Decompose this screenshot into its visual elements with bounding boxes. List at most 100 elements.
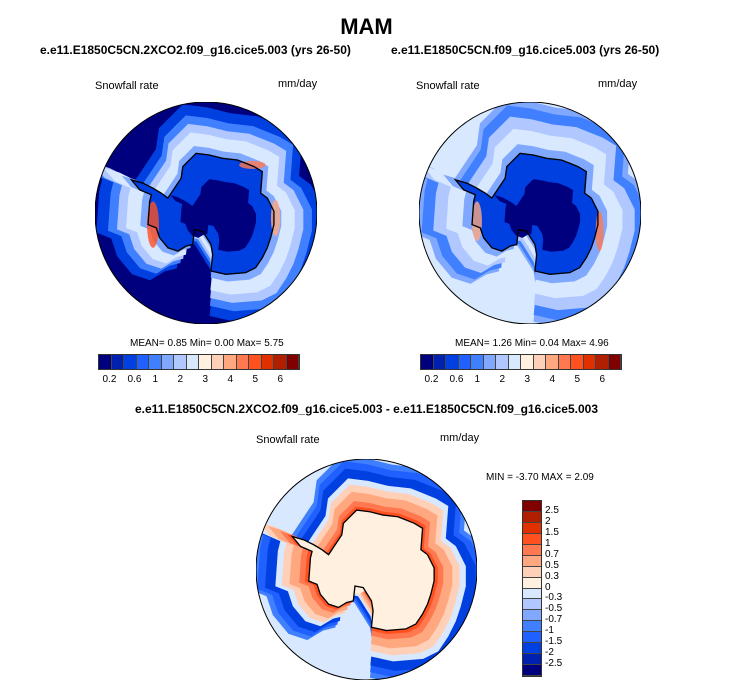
colorbar-tick-label: 0.7	[545, 548, 559, 560]
colorbar-tick-label: 3	[524, 374, 531, 385]
colorbar-swatch	[149, 355, 162, 369]
colorbar-swatch	[523, 632, 541, 644]
colorbar-tick-label: 0	[545, 581, 551, 593]
colorbar-tick-label: 1	[474, 374, 481, 385]
colorbar-tick-label: 5	[574, 374, 581, 385]
colorbar-swatch	[523, 544, 541, 556]
colorbar-tick-label: -2.5	[545, 658, 563, 670]
colorbar-swatch	[523, 621, 541, 633]
panel2-variable-label: Snowfall rate	[416, 80, 480, 92]
panel1-variable-label: Snowfall rate	[95, 80, 159, 92]
panel2-title: e.e11.E1850C5CN.f09_g16.cice5.003 (yrs 2…	[391, 43, 660, 57]
colorbar-tick-label: 1.5	[545, 526, 559, 538]
colorbar-swatch	[249, 355, 262, 369]
colorbar-tick-label: 4	[227, 374, 234, 385]
colorbar-swatch	[124, 355, 137, 369]
panel1-units-label: mm/day	[278, 78, 318, 90]
colorbar-swatch	[286, 355, 299, 369]
colorbar-swatch	[523, 610, 541, 622]
panel2-stats: MEAN= 1.26 Min= 0.04 Max= 4.96	[455, 338, 609, 349]
panel2-units-label: mm/day	[598, 78, 638, 90]
colorbar-panel1	[98, 354, 300, 370]
colorbar-swatch	[174, 355, 187, 369]
coast-high-snowfall	[147, 201, 159, 248]
colorbar-swatch	[523, 555, 541, 567]
map-panel2-snowfall	[419, 102, 641, 324]
colorbar-tick-label: 6	[599, 374, 606, 385]
panel1-title: e.e11.E1850C5CN.2XCO2.f09_g16.cice5.003 …	[40, 43, 351, 57]
colorbar-tick-label: 0.2	[102, 374, 117, 385]
colorbar-tick-label: 2	[177, 374, 184, 385]
colorbar-swatch	[421, 355, 434, 369]
colorbar-swatch	[533, 355, 546, 369]
colorbar-swatch	[186, 355, 199, 369]
figure-title: MAM	[340, 14, 393, 39]
colorbar-swatch	[523, 533, 541, 545]
map-difference-snowfall	[256, 459, 477, 680]
colorbar-swatch	[608, 355, 621, 369]
colorbar-swatch	[261, 355, 274, 369]
colorbar-tick-label: -1.5	[545, 636, 563, 648]
colorbar-swatch	[571, 355, 584, 369]
colorbar-swatch	[523, 577, 541, 589]
colorbar-swatch	[433, 355, 446, 369]
colorbar-tick-label: -1	[545, 625, 554, 637]
colorbar-tick-label: 2	[499, 374, 506, 385]
colorbar-swatch	[523, 643, 541, 655]
colorbar-tick-label: 1	[152, 374, 159, 385]
colorbar-tick-label: 3	[202, 374, 209, 385]
colorbar-swatch	[99, 355, 112, 369]
colorbar-tick-label: 2	[545, 515, 551, 527]
colorbar-tick-label: 4	[549, 374, 556, 385]
colorbar-tick-label: 0.2	[424, 374, 439, 385]
colorbar-tick-label: -0.5	[545, 603, 563, 615]
colorbar-swatch	[211, 355, 224, 369]
colorbar-tick-label: 1	[545, 537, 551, 549]
colorbar-swatch	[224, 355, 237, 369]
colorbar-swatch	[274, 355, 287, 369]
colorbar-swatch	[523, 654, 541, 666]
colorbar-tick-label: 6	[277, 374, 284, 385]
colorbar-swatch	[136, 355, 149, 369]
colorbar-tick-label: -2	[545, 647, 554, 659]
colorbar-swatch	[523, 665, 541, 676]
colorbar-tick-label: -0.7	[545, 614, 563, 626]
panel1-stats: MEAN= 0.85 Min= 0.00 Max= 5.75	[130, 338, 284, 349]
map-panel1-snowfall	[95, 102, 317, 324]
colorbar-swatch	[236, 355, 249, 369]
colorbar-swatch	[583, 355, 596, 369]
colorbar-swatch	[111, 355, 124, 369]
diff-panel-title: e.e11.E1850C5CN.2XCO2.f09_g16.cice5.003 …	[135, 402, 598, 416]
colorbar-swatch	[483, 355, 496, 369]
colorbar-swatch	[199, 355, 212, 369]
colorbar-swatch	[161, 355, 174, 369]
colorbar-swatch	[523, 511, 541, 523]
colorbar-swatch	[458, 355, 471, 369]
colorbar-tick-label: -0.3	[545, 592, 563, 604]
colorbar-tick-label: 0.6	[449, 374, 464, 385]
colorbar-swatch	[521, 355, 534, 369]
diff-variable-label: Snowfall rate	[256, 434, 320, 446]
colorbar-tick-label: 0.6	[127, 374, 142, 385]
colorbar-tick-label: 2.5	[545, 504, 559, 516]
colorbar-panel2	[420, 354, 622, 370]
diff-units-label: mm/day	[440, 432, 480, 444]
colorbar-tick-label: 0.3	[545, 570, 559, 582]
colorbar-difference	[522, 500, 542, 677]
colorbar-swatch	[523, 522, 541, 534]
colorbar-tick-label: 0.5	[545, 559, 559, 571]
colorbar-swatch	[546, 355, 559, 369]
colorbar-swatch	[471, 355, 484, 369]
colorbar-swatch	[523, 588, 541, 600]
colorbar-swatch	[496, 355, 509, 369]
coast-high-snowfall	[472, 201, 482, 242]
colorbar-swatch	[446, 355, 459, 369]
diff-stats: MIN = -3.70 MAX = 2.09	[486, 472, 594, 483]
colorbar-swatch	[558, 355, 571, 369]
colorbar-swatch	[523, 566, 541, 578]
colorbar-swatch	[596, 355, 609, 369]
colorbar-swatch	[523, 599, 541, 611]
colorbar-swatch	[508, 355, 521, 369]
colorbar-swatch	[523, 501, 541, 512]
